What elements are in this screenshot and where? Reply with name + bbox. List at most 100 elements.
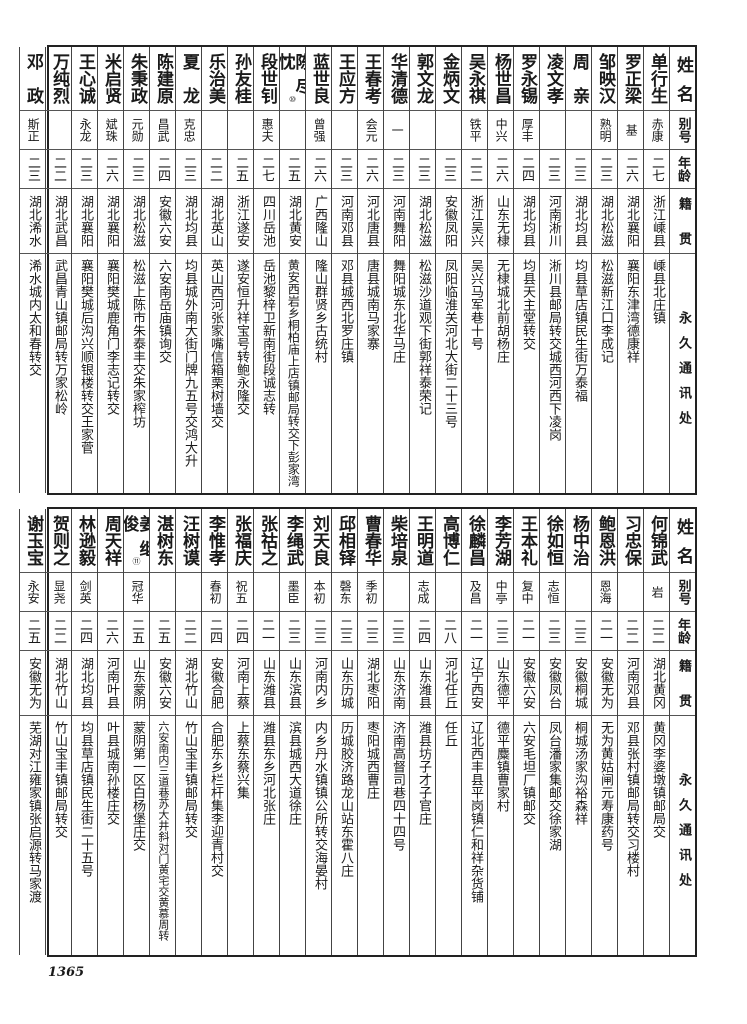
name-box: 林逊毅	[75, 515, 95, 566]
person-column: 王心诚 永龙 二三 湖北襄阳 襄阳樊城后沟兴顺银楼转交王家菅	[71, 47, 97, 493]
person-name: 湛树东	[153, 515, 173, 566]
person-alias-cell: 墨臣	[280, 573, 305, 612]
person-native-cell: 山东潍县	[410, 651, 435, 716]
person-name: 陈尽忱	[280, 53, 305, 95]
name-box: 李绳武	[283, 515, 303, 566]
person-address: 芜湖对江雍家镇张启源转马家渡	[25, 721, 41, 903]
person-column: 金炳文 二三 安徽凤阳 凤阳临淮关河北大街二十三号	[435, 47, 461, 493]
person-alias: 斯正	[26, 118, 41, 142]
person-age: 二一	[467, 618, 482, 644]
header-age: 年龄	[670, 150, 695, 189]
person-name-cell: 万纯烈	[46, 47, 71, 111]
person-column: 高博仁 二八 河北任丘 任丘	[435, 509, 461, 955]
person-age-cell: 二五	[228, 150, 253, 189]
person-name: 王春考	[361, 53, 381, 104]
person-alias: 祝五	[234, 580, 249, 604]
person-native: 河北唐县	[363, 195, 379, 247]
person-native-cell: 湖北襄阳	[72, 189, 97, 254]
person-address: 英山西河张家嘴信箱栗树墙交	[207, 259, 223, 428]
person-native: 湖北均县	[519, 195, 535, 247]
person-column: 万纯烈 二二 湖北武昌 武昌青山镇邮局转万家松岭	[45, 47, 71, 493]
person-name: 单行生	[647, 53, 667, 104]
person-address: 吴兴马军巷十号	[467, 259, 483, 350]
person-native-cell: 湖北均县	[176, 189, 201, 254]
person-address-cell: 竹山宝丰镇邮局转交	[46, 716, 71, 955]
person-name-cell: 湛树东	[150, 509, 175, 573]
person-address: 潍县坊子才子官庄	[415, 721, 431, 825]
name-box: 徐如恒	[543, 515, 563, 566]
person-age: 二三	[597, 156, 612, 182]
person-column: 朱秉政 元勋 二三 湖北松滋 松滋上陈市朱泰丰交朱家榨坊	[123, 47, 149, 493]
person-age: 二三	[571, 156, 586, 182]
footnote-mark: ⑪	[132, 557, 141, 566]
person-address-cell: 岳池黎梓卫新南街段诚志转	[254, 254, 279, 493]
person-age: 二三	[129, 156, 144, 182]
person-name: 汪树谟	[179, 515, 199, 566]
person-native: 安徽六安	[155, 657, 171, 709]
person-alias-cell: 厚丰	[514, 111, 539, 150]
person-name: 杨中治	[569, 515, 589, 566]
person-native: 山东潍县	[259, 657, 275, 709]
person-native: 河南邓县	[623, 657, 639, 709]
person-native-cell: 山东潍县	[254, 651, 279, 716]
name-box: 王春考	[361, 53, 381, 104]
person-alias: 本初	[312, 580, 327, 604]
person-column: 徐麟昌 及昌 二一 辽宁西安 辽北西丰县平岗镇仁和祥杂货铺	[461, 509, 487, 955]
person-column: 郭文龙 二三 湖北松滋 松滋沙道观下街郭祥泰荣记	[409, 47, 435, 493]
name-box: 夏龙	[179, 53, 199, 104]
person-age: 二四	[77, 618, 92, 644]
name-box: 张祜之	[257, 515, 277, 566]
person-column: 何锦武岩二二 湖北黄冈 黄冈李婆墩镇邮局交	[643, 509, 669, 955]
person-age-cell: 二三	[540, 612, 565, 651]
person-native: 安徽桐城	[571, 657, 587, 709]
name-box: 曹春华	[361, 515, 381, 566]
person-age: 二三	[181, 156, 196, 182]
person-native-cell: 山东无棣	[488, 189, 513, 254]
person-age-cell: 二三	[566, 150, 591, 189]
person-age-cell: 二五	[150, 612, 175, 651]
name-box: 王应方	[335, 53, 355, 104]
person-address-cell: 内乡丹水镇镇公所转交海晏村	[306, 716, 331, 955]
header-name: 姓名	[670, 509, 695, 573]
person-name-cell: 徐如恒	[540, 509, 565, 573]
person-age: 二三	[337, 618, 352, 644]
person-column: 夏龙 克忠 二三 湖北均县 均县城外南大街门牌九五号交鸿大升	[175, 47, 201, 493]
person-native-cell: 安徽凤台	[540, 651, 565, 716]
person-alias-cell: 永安	[20, 573, 45, 612]
person-age-cell: 二六	[98, 612, 123, 651]
person-alias-cell: 春初	[202, 573, 227, 612]
person-age: 二三	[363, 618, 378, 644]
person-alias: 及昌	[468, 580, 483, 604]
name-box: 蓝世良	[309, 53, 329, 104]
person-native: 湖北黄冈	[649, 657, 665, 709]
person-address: 均县城外南大街门牌九五号交鸿大升	[181, 259, 197, 467]
person-address: 内乡丹水镇镇公所转交海晏村	[311, 721, 327, 890]
person-native: 浙江吴兴	[467, 195, 483, 247]
person-name-cell: 李惟孝	[202, 509, 227, 573]
person-column: 习忠保 二二 河南邓县 邓县张村镇邮局转交习楼村	[617, 509, 643, 955]
person-name: 王心诚	[75, 53, 95, 104]
person-address: 黄冈李婆墩镇邮局交	[649, 721, 665, 838]
person-native-cell: 河南内乡	[306, 651, 331, 716]
person-address: 邓县城西北罗庄镇	[337, 259, 353, 363]
person-native-cell: 河北唐县	[358, 189, 383, 254]
person-age-cell: 二三	[436, 150, 461, 189]
person-age-cell: 二三	[358, 612, 383, 651]
person-alias-cell: 一	[384, 111, 409, 150]
person-native-cell: 安徽六安	[150, 651, 175, 716]
person-address-cell: 滨县城西大道徐庄	[280, 716, 305, 955]
person-alias: 志成	[416, 580, 431, 604]
person-native: 湖北襄阳	[77, 195, 93, 247]
person-native-cell: 河北任丘	[436, 651, 461, 716]
person-native-cell: 山东济南	[384, 651, 409, 716]
person-name-cell: 段世钊	[254, 47, 279, 111]
person-alias: 中兴	[494, 118, 509, 142]
person-column: 华清德一二三 河南舞阳 舞阳城东北华马庄	[383, 47, 409, 493]
person-name: 杨世昌	[491, 53, 511, 104]
person-alias-cell	[280, 111, 305, 150]
person-age: 二三	[25, 156, 40, 182]
person-age: 二一	[519, 618, 534, 644]
person-age-cell: 二五	[124, 612, 149, 651]
person-address-cell: 松滋新江口李成记	[592, 254, 617, 493]
name-box: 贺则之	[49, 515, 69, 566]
